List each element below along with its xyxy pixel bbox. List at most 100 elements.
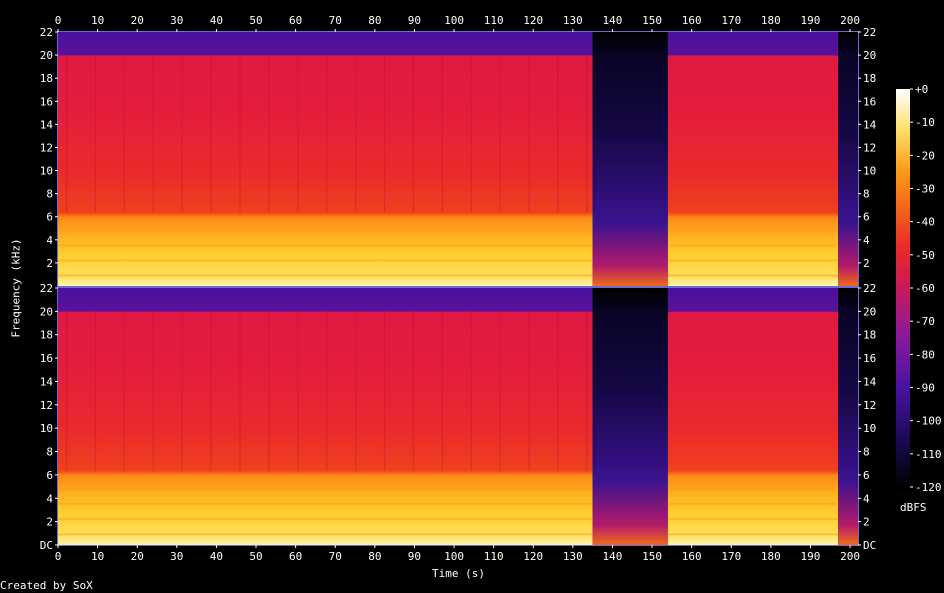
y-tick-label-left: 22: [40, 26, 53, 39]
x-tick-label-top: 100: [444, 14, 464, 27]
y-tick-label-left: 8: [46, 446, 53, 459]
texture-line: [528, 311, 530, 471]
y-tick-label-right: 14: [863, 118, 877, 131]
segment-loud: [667, 288, 839, 545]
colorbar-tick-label: -100: [915, 415, 942, 428]
x-tick-label-top: 200: [840, 14, 860, 27]
x-tick-label-bottom: 60: [289, 550, 302, 563]
x-tick-label-top: 130: [563, 14, 583, 27]
x-tick-label-bottom: 100: [444, 550, 464, 563]
x-tick-label-bottom: 140: [603, 550, 623, 563]
y-tick-label-right: 18: [863, 329, 876, 342]
x-tick-label-bottom: 70: [329, 550, 342, 563]
x-tick-label-top: 80: [368, 14, 381, 27]
texture-line: [355, 54, 357, 213]
x-tick-label-bottom: 40: [210, 550, 223, 563]
x-tick-label-top: 50: [249, 14, 262, 27]
x-tick-label-top: 0: [55, 14, 62, 27]
x-tick-label-top: 90: [408, 14, 421, 27]
x-tick-label-bottom: 10: [91, 550, 104, 563]
y-tick-label-right: 14: [863, 375, 877, 388]
y-tick-label-left: 2: [46, 257, 53, 270]
y-tick-label-left: 12: [40, 399, 53, 412]
colorbar-unit-label: dBFS: [900, 501, 927, 514]
y-tick-label-right: 20: [863, 49, 876, 62]
texture-line: [470, 311, 472, 471]
texture-line: [499, 54, 501, 213]
y-tick-label-right: 22: [863, 26, 876, 39]
y-tick-label-left: DC: [40, 539, 53, 552]
harmonic-band: [667, 502, 839, 505]
y-tick-label-right: 16: [863, 352, 876, 365]
texture-line: [94, 311, 97, 471]
y-tick-label-right: 10: [863, 422, 876, 435]
texture-line: [412, 54, 415, 213]
texture-line: [123, 54, 125, 213]
x-tick-label-top: 120: [523, 14, 543, 27]
colorbar-tick-label: +0: [915, 83, 928, 96]
channel-panel-2: [57, 287, 859, 546]
colorbar-tick-label: -120: [915, 481, 942, 494]
spectrogram-panels: [57, 31, 859, 546]
colorbar-tick-label: -110: [915, 448, 942, 461]
harmonic-band: [58, 244, 593, 247]
y-tick-label-right: 20: [863, 305, 876, 318]
texture-line: [268, 311, 270, 471]
panel-frame: [57, 287, 859, 546]
segment-quiet: [592, 32, 668, 286]
x-tick-label-bottom: 180: [761, 550, 781, 563]
colorbar-tick-label: -20: [915, 149, 935, 162]
x-tick-label-top: 20: [131, 14, 144, 27]
harmonic-band: [667, 274, 839, 277]
colorbar-tick-label: -70: [915, 315, 935, 328]
y-tick-label-left: 18: [40, 329, 53, 342]
texture-line: [152, 311, 154, 471]
texture-line: [297, 311, 299, 471]
y-tick-label-left: 8: [46, 188, 53, 201]
texture-line: [239, 54, 241, 213]
x-tick-label-top: 70: [329, 14, 342, 27]
channel-panel-1: [57, 31, 859, 287]
harmonic-band: [58, 518, 593, 521]
y-tick-label-right: 10: [863, 165, 876, 178]
colorbar: +0 -10 -20 -30 -40 -50 -60 -70 -80 -90 -100 -110 -12…: [896, 83, 942, 494]
colorbar-tick-label: -90: [915, 382, 935, 395]
texture-line: [181, 54, 183, 213]
y-tick-label-left: 20: [40, 49, 53, 62]
harmonic-band: [58, 274, 593, 277]
x-tick-label-top: 30: [170, 14, 183, 27]
x-tick-label-bottom: 80: [368, 550, 381, 563]
texture-line: [181, 311, 183, 471]
y-tick-label-left: 10: [40, 422, 53, 435]
segment-fade: [838, 32, 858, 286]
colorbar-tick-label: -50: [915, 249, 935, 262]
y-tick-label-right: DC: [863, 539, 876, 552]
harmonic-band: [667, 533, 839, 536]
texture-line: [65, 54, 68, 213]
texture-line: [470, 54, 472, 213]
x-tick-label-bottom: 110: [484, 550, 504, 563]
colorbar-tick-label: -10: [915, 116, 935, 129]
x-tick-label-bottom: 30: [170, 550, 183, 563]
harmonic-band: [58, 502, 593, 505]
x-tick-label-bottom: 90: [408, 550, 421, 563]
segment-quiet: [592, 288, 668, 545]
y-axis-label: Frequency (kHz): [9, 238, 23, 338]
texture-line: [441, 311, 443, 471]
x-tick-label-bottom: 160: [682, 550, 702, 563]
segment-fade: [838, 288, 858, 545]
colorbar-scale: [896, 89, 910, 487]
y-tick-label-right: 6: [863, 469, 870, 482]
x-tick-label-bottom: 130: [563, 550, 583, 563]
colorbar-tick-label: -30: [915, 183, 935, 196]
x-tick-label-bottom: 150: [642, 550, 662, 563]
texture-line: [65, 311, 68, 471]
y-tick-label-right: 18: [863, 72, 876, 85]
y-tick-label-left: 16: [40, 352, 53, 365]
texture-line: [297, 54, 299, 213]
axes: 0 0 10 10 20 20 30 30 40 40 50 50 60 60 70 70 80 80 90 90 10…: [40, 14, 877, 563]
footer-credit: Created by SoX: [0, 579, 93, 592]
x-tick-label-bottom: 190: [801, 550, 821, 563]
texture-line: [412, 311, 415, 471]
harmonic-band: [58, 229, 593, 232]
